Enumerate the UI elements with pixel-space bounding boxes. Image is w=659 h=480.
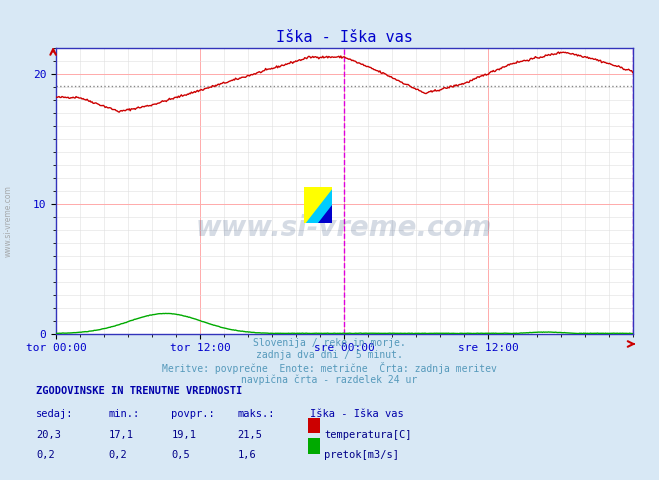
Text: navpična črta - razdelek 24 ur: navpična črta - razdelek 24 ur <box>241 374 418 385</box>
Polygon shape <box>318 205 332 223</box>
Text: www.si-vreme.com: www.si-vreme.com <box>3 185 13 257</box>
Text: 17,1: 17,1 <box>109 430 134 440</box>
Text: ZGODOVINSKE IN TRENUTNE VREDNOSTI: ZGODOVINSKE IN TRENUTNE VREDNOSTI <box>36 386 243 396</box>
Polygon shape <box>304 187 332 223</box>
Text: Slovenija / reke in morje.: Slovenija / reke in morje. <box>253 338 406 348</box>
Text: 1,6: 1,6 <box>237 450 256 460</box>
Text: 21,5: 21,5 <box>237 430 262 440</box>
Text: Meritve: povprečne  Enote: metrične  Črta: zadnja meritev: Meritve: povprečne Enote: metrične Črta:… <box>162 362 497 374</box>
Text: www.si-vreme.com: www.si-vreme.com <box>196 214 492 242</box>
Text: 0,2: 0,2 <box>36 450 55 460</box>
Text: min.:: min.: <box>109 409 140 420</box>
Text: Iška - Iška vas: Iška - Iška vas <box>310 409 403 420</box>
Text: temperatura[C]: temperatura[C] <box>324 430 412 440</box>
Polygon shape <box>304 187 332 223</box>
Text: maks.:: maks.: <box>237 409 275 420</box>
Text: sedaj:: sedaj: <box>36 409 74 420</box>
Text: 0,2: 0,2 <box>109 450 127 460</box>
Text: 19,1: 19,1 <box>171 430 196 440</box>
Text: pretok[m3/s]: pretok[m3/s] <box>324 450 399 460</box>
Text: povpr.:: povpr.: <box>171 409 215 420</box>
Text: zadnja dva dni / 5 minut.: zadnja dva dni / 5 minut. <box>256 350 403 360</box>
Text: 20,3: 20,3 <box>36 430 61 440</box>
Title: Iška - Iška vas: Iška - Iška vas <box>276 30 413 46</box>
Text: 0,5: 0,5 <box>171 450 190 460</box>
